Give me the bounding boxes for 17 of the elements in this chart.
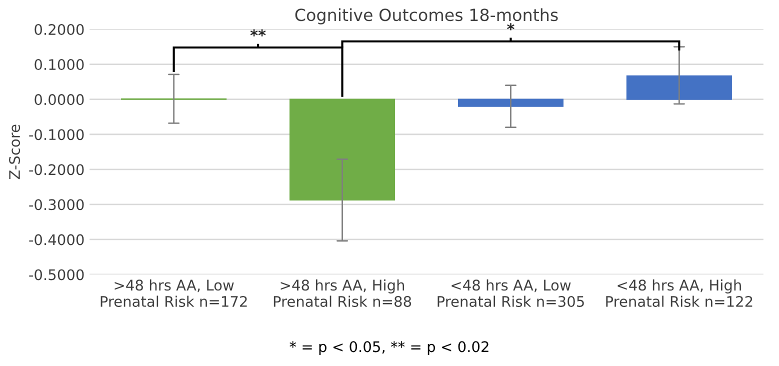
x-tick-label: <48 hrs AA, High Prenatal Risk n=122 [606, 279, 752, 307]
annotation: * [507, 23, 514, 30]
y-tick-label: -0.5000 [29, 269, 84, 280]
y-axis-title: Z-Score [9, 124, 20, 180]
y-tick-label: 0.0000 [34, 94, 84, 106]
x-tick-label: >48 hrs AA, High Prenatal Risk n=88 [274, 279, 412, 307]
x-tick-label: <48 hrs AA, Low Prenatal Risk n=305 [438, 279, 584, 307]
y-tick-label: -0.2000 [29, 164, 84, 176]
text: * = p < 0.05, ** = p < 0.02 [290, 341, 488, 356]
y-tick-label: 0.1000 [34, 59, 84, 70]
y-tick-label: -0.1000 [29, 129, 84, 140]
y-tick-label: -0.3000 [29, 199, 84, 210]
annotation: ** [250, 29, 266, 36]
x-tick-label: >48 hrs AA, Low Prenatal Risk n=172 [100, 279, 247, 307]
y-tick-label: -0.4000 [29, 234, 84, 246]
y-tick-label: 0.2000 [34, 24, 84, 36]
chart-title: Cognitive Outcomes 18-months [295, 8, 558, 24]
